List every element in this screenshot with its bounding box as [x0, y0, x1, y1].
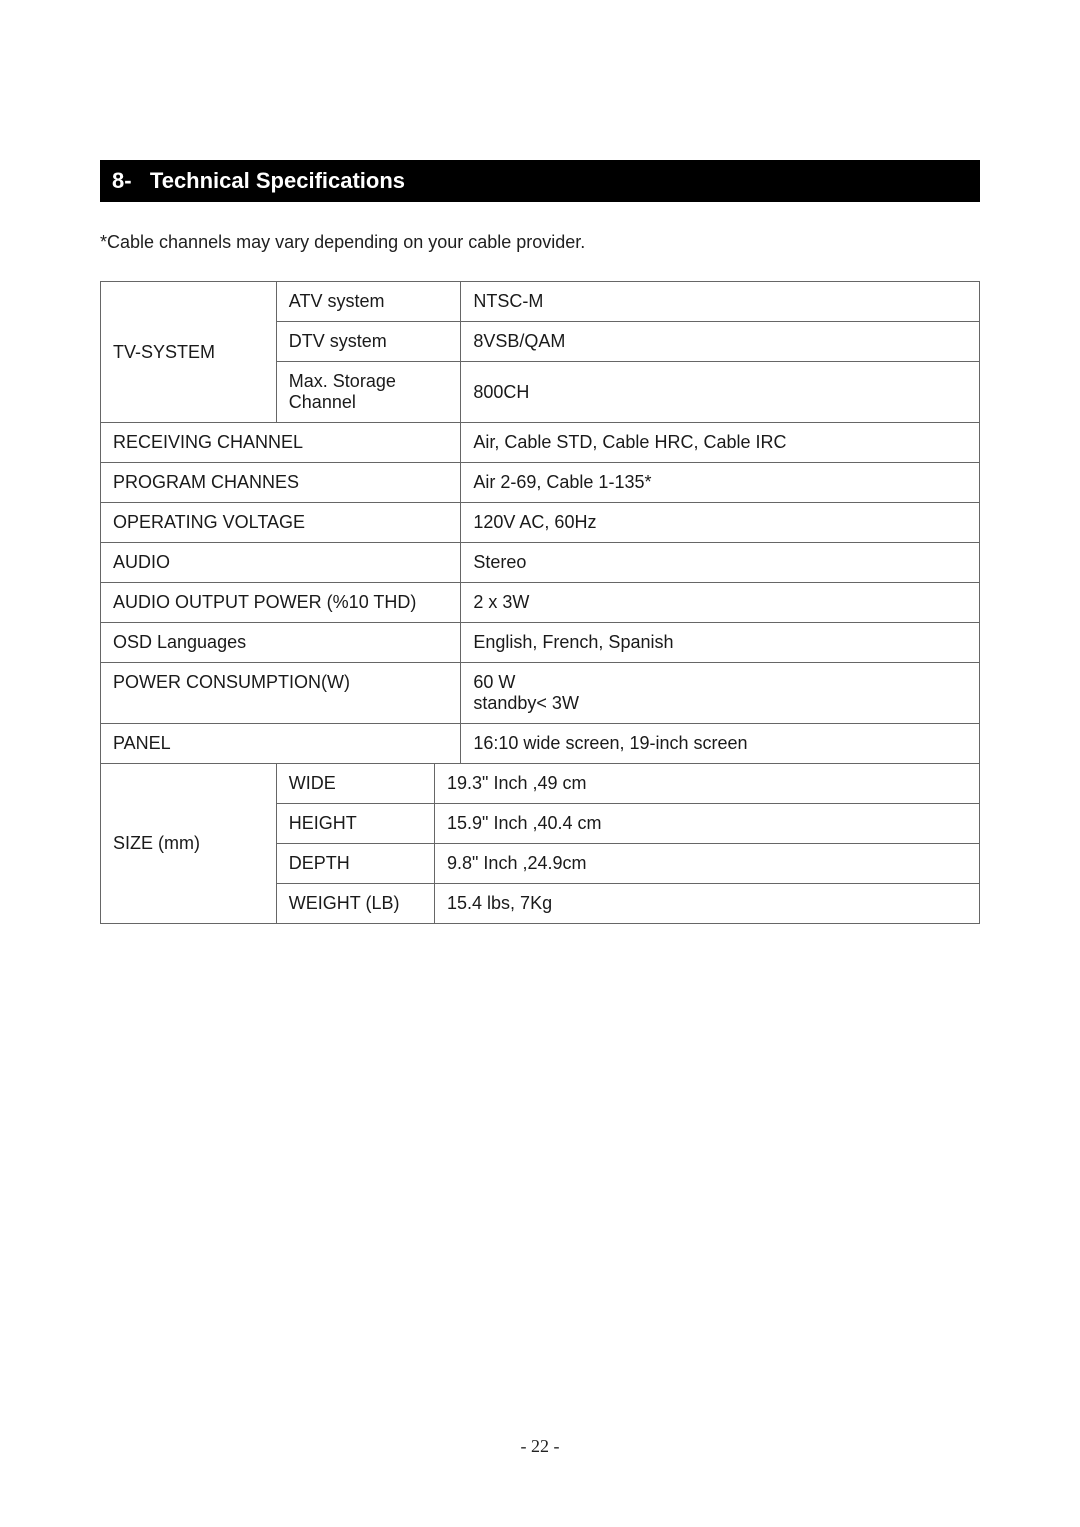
spec-label: PROGRAM CHANNES: [101, 463, 461, 503]
section-number: 8-: [112, 168, 132, 193]
size-value: 19.3" Inch ,49 cm: [435, 764, 980, 804]
cable-note: *Cable channels may vary depending on yo…: [100, 232, 980, 253]
table-row: SIZE (mm) WIDE 19.3" Inch ,49 cm: [101, 764, 980, 804]
spec-value: Air, Cable STD, Cable HRC, Cable IRC: [461, 423, 980, 463]
size-sublabel: WIDE: [276, 764, 434, 804]
spec-value: 120V AC, 60Hz: [461, 503, 980, 543]
size-value: 9.8" Inch ,24.9cm: [435, 844, 980, 884]
spec-label: OPERATING VOLTAGE: [101, 503, 461, 543]
tv-system-value: 800CH: [461, 362, 980, 423]
spec-table: TV-SYSTEM ATV system NTSC-M DTV system 8…: [100, 281, 980, 764]
size-value: 15.9" Inch ,40.4 cm: [435, 804, 980, 844]
spec-label: OSD Languages: [101, 623, 461, 663]
table-row: POWER CONSUMPTION(W) 60 W standby< 3W: [101, 663, 980, 724]
spec-label: AUDIO OUTPUT POWER (%10 THD): [101, 583, 461, 623]
tv-system-value: NTSC-M: [461, 282, 980, 322]
table-row: RECEIVING CHANNEL Air, Cable STD, Cable …: [101, 423, 980, 463]
spec-value: English, French, Spanish: [461, 623, 980, 663]
tv-system-value: 8VSB/QAM: [461, 322, 980, 362]
table-row: OSD Languages English, French, Spanish: [101, 623, 980, 663]
size-table: SIZE (mm) WIDE 19.3" Inch ,49 cm HEIGHT …: [100, 764, 980, 924]
table-row: PANEL 16:10 wide screen, 19-inch screen: [101, 724, 980, 764]
table-row: TV-SYSTEM ATV system NTSC-M: [101, 282, 980, 322]
tv-system-sublabel: DTV system: [276, 322, 461, 362]
size-label: SIZE (mm): [101, 764, 277, 924]
size-sublabel: DEPTH: [276, 844, 434, 884]
table-row: AUDIO OUTPUT POWER (%10 THD) 2 x 3W: [101, 583, 980, 623]
section-header: 8- Technical Specifications: [100, 160, 980, 202]
spec-label: PANEL: [101, 724, 461, 764]
size-sublabel: WEIGHT (LB): [276, 884, 434, 924]
spec-label: RECEIVING CHANNEL: [101, 423, 461, 463]
table-row: OPERATING VOLTAGE 120V AC, 60Hz: [101, 503, 980, 543]
section-title: Technical Specifications: [150, 168, 405, 193]
spec-label: AUDIO: [101, 543, 461, 583]
size-value: 15.4 lbs, 7Kg: [435, 884, 980, 924]
page-number: - 22 -: [0, 1436, 1080, 1457]
table-row: PROGRAM CHANNES Air 2-69, Cable 1-135*: [101, 463, 980, 503]
spec-value: Stereo: [461, 543, 980, 583]
tv-system-label: TV-SYSTEM: [101, 282, 277, 423]
spec-value: Air 2-69, Cable 1-135*: [461, 463, 980, 503]
spec-value: 16:10 wide screen, 19-inch screen: [461, 724, 980, 764]
tv-system-sublabel: Max. Storage Channel: [276, 362, 461, 423]
tv-system-sublabel: ATV system: [276, 282, 461, 322]
table-row: AUDIO Stereo: [101, 543, 980, 583]
spec-label: POWER CONSUMPTION(W): [101, 663, 461, 724]
size-sublabel: HEIGHT: [276, 804, 434, 844]
spec-value: 2 x 3W: [461, 583, 980, 623]
spec-value: 60 W standby< 3W: [461, 663, 980, 724]
